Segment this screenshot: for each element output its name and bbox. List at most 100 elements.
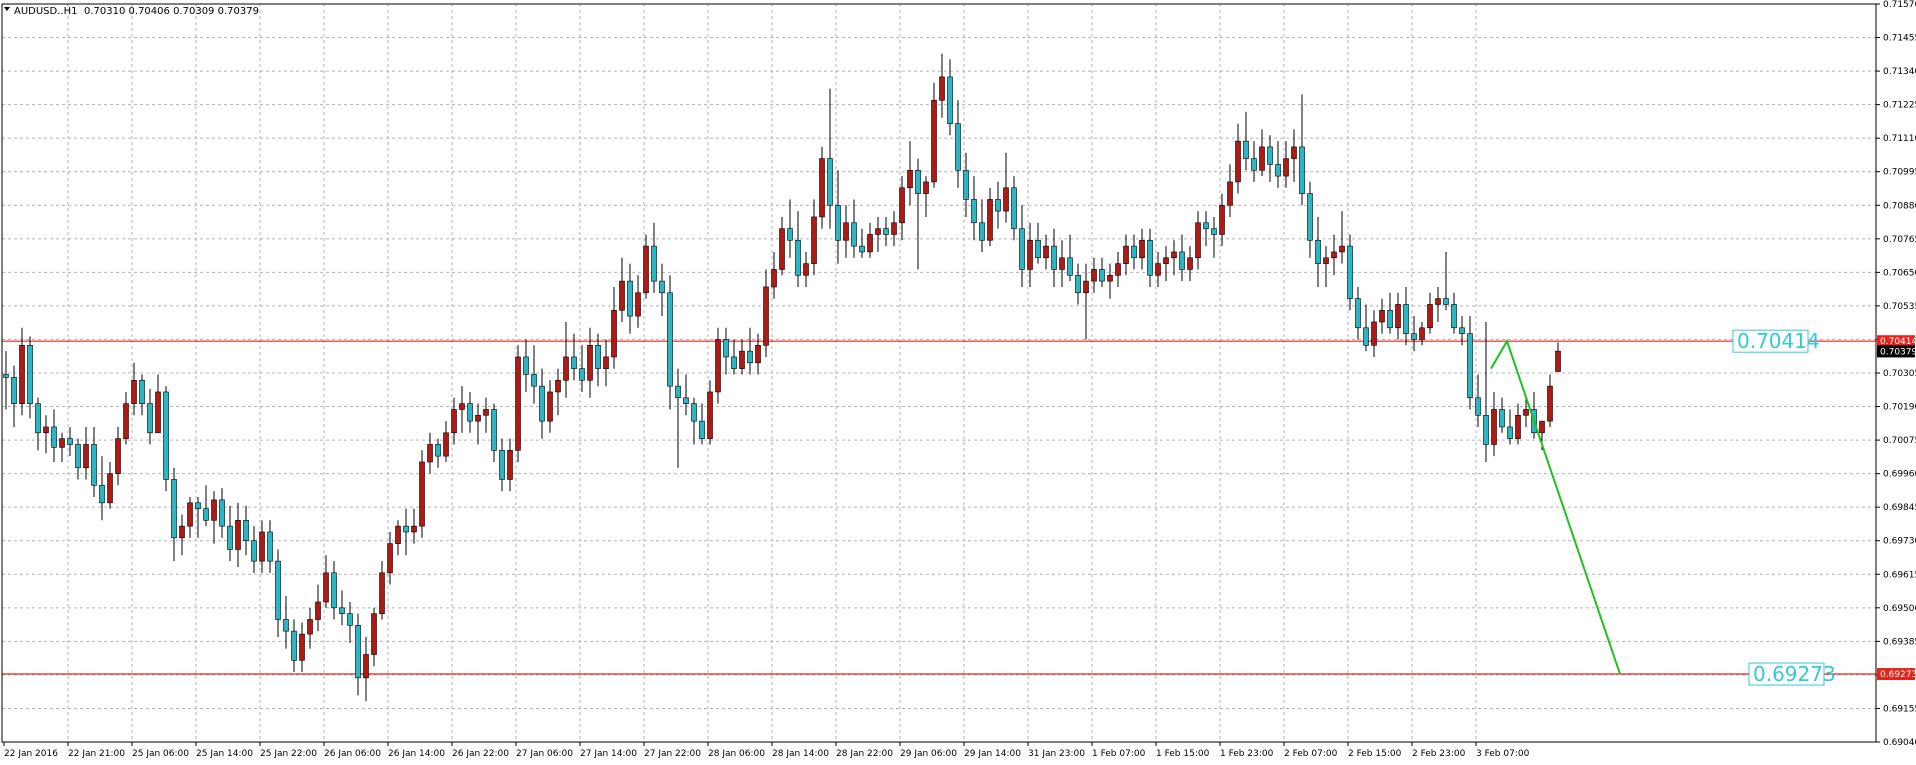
candle-body [1307, 193, 1313, 241]
chart-grid [2, 4, 1876, 742]
candle-body [947, 76, 953, 124]
candle [123, 391, 129, 445]
candle [1147, 228, 1153, 287]
candle [1259, 129, 1265, 177]
candle-body [1555, 350, 1561, 372]
candle-body [235, 520, 241, 550]
candle-body [803, 263, 809, 276]
candle-body [155, 391, 161, 434]
level-price-label-text: 0.70414 [1880, 337, 1916, 347]
candle-body [411, 525, 417, 533]
candle [347, 601, 353, 643]
candle-body [1035, 239, 1041, 259]
candle [259, 520, 265, 573]
candle [3, 351, 9, 410]
candle [931, 82, 937, 188]
candle-body [955, 123, 961, 171]
candle [611, 286, 617, 369]
candle [1195, 211, 1201, 270]
candle-body [355, 625, 361, 679]
candle-body [715, 339, 721, 393]
candle-body [227, 525, 233, 550]
candle [1067, 234, 1073, 282]
price-boxes: 0.70414 0.69273 [1732, 329, 1836, 686]
candle [107, 461, 113, 509]
candle [907, 141, 913, 206]
candle [667, 275, 673, 410]
candle [1283, 141, 1289, 188]
candle [451, 397, 457, 445]
candle [1403, 286, 1409, 346]
candle [1411, 316, 1417, 352]
candle [67, 426, 73, 457]
candle-body [331, 572, 337, 609]
candle-body [883, 228, 889, 235]
candle-body [283, 619, 289, 632]
candle-body [835, 204, 841, 241]
x-tick-label: 1 Feb 07:00 [1092, 749, 1146, 759]
candle-body [819, 158, 825, 218]
candle-body [1115, 263, 1121, 276]
y-tick-label: 0.71225 [1883, 101, 1916, 111]
candle [699, 403, 705, 445]
candle-body [1451, 304, 1457, 329]
x-tick-label: 25 Jan 22:00 [260, 749, 317, 759]
candle [1027, 222, 1033, 287]
candle-body [1147, 239, 1153, 276]
candle-body [435, 444, 441, 457]
candle [1131, 234, 1137, 270]
candle-body [67, 438, 73, 445]
time-axis: 22 Jan 2016 22 Jan 21:00 25 Jan 06:00 25 Ja… [3, 742, 1530, 759]
candle-body [1067, 257, 1073, 276]
candle [1035, 222, 1041, 264]
triangle-down-icon[interactable] [4, 7, 10, 11]
candle-body [1139, 239, 1145, 259]
candle-body [1283, 158, 1289, 177]
candle [515, 345, 521, 462]
candle-body [1235, 140, 1241, 183]
candle [627, 263, 633, 334]
candle [83, 426, 89, 480]
candle [203, 485, 209, 527]
candle [379, 561, 385, 620]
candle-body [891, 222, 897, 235]
candle-body [723, 339, 729, 358]
candle [779, 216, 785, 276]
price-box-frame [1748, 662, 1825, 686]
x-tick-label: 25 Jan 06:00 [132, 749, 189, 759]
candle [339, 590, 345, 626]
candle [1555, 342, 1561, 372]
candle-body [499, 450, 505, 480]
candle-body [403, 525, 409, 533]
candle [355, 613, 361, 696]
x-tick-label: 28 Jan 06:00 [708, 749, 765, 759]
candle-body [1491, 409, 1497, 445]
candle [955, 100, 961, 188]
candle [523, 339, 529, 392]
candle [275, 549, 281, 637]
candle-body [1003, 187, 1009, 212]
candle-body [1363, 327, 1369, 346]
candle-body [243, 520, 249, 542]
candle [603, 339, 609, 387]
candle-body [787, 228, 793, 241]
candle-body [1171, 251, 1177, 259]
symbol-label: AUDUSD..H1 [14, 6, 77, 17]
candle-body [851, 222, 857, 247]
candle [1315, 216, 1321, 287]
candle [707, 380, 713, 445]
x-tick-label: 28 Jan 14:00 [772, 749, 829, 759]
candle [1307, 181, 1313, 258]
candle [187, 496, 193, 538]
candle [1171, 240, 1177, 276]
x-tick-label: 3 Feb 07:00 [1476, 749, 1530, 759]
candle-body [1427, 304, 1433, 329]
candle [963, 152, 969, 217]
candle [1499, 397, 1505, 433]
candle-body [267, 531, 273, 562]
candle-body [539, 385, 545, 422]
candle-body [555, 379, 561, 393]
